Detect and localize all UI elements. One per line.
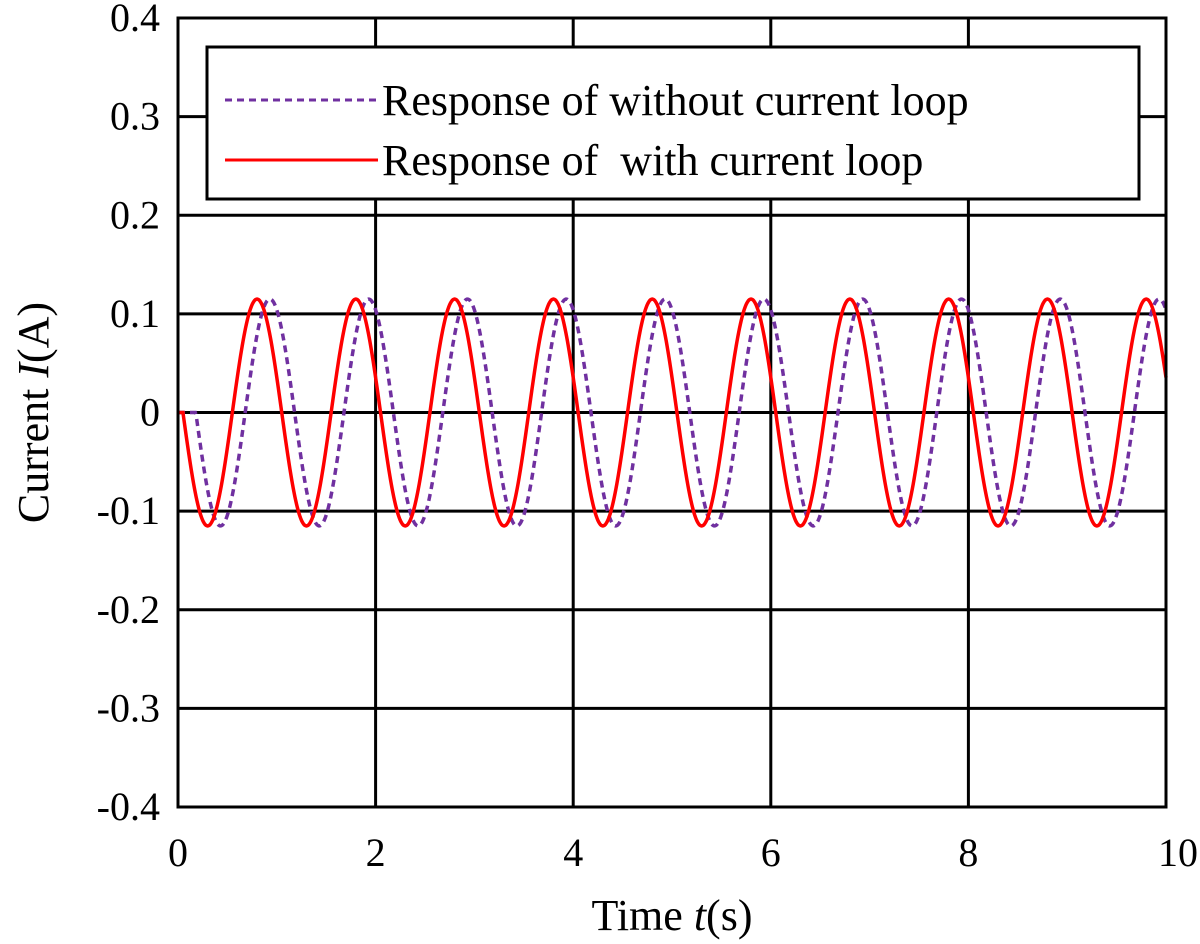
y-tick-label: -0.3 — [97, 685, 160, 730]
x-axis-label: Time t(s) — [592, 891, 753, 940]
y-axis-label: Current I(A) — [9, 302, 58, 523]
y-tick-label: -0.4 — [97, 784, 160, 829]
y-tick-label: 0.4 — [110, 0, 160, 40]
x-tick-label: 6 — [761, 830, 781, 875]
y-tick-label: 0.2 — [110, 192, 160, 237]
series-line-without-current-loop — [178, 297, 1168, 528]
y-tick-label: 0 — [140, 390, 160, 435]
legend-label-without-current-loop: Response of without current loop — [382, 76, 969, 125]
legend: Response of without current loop Respons… — [205, 45, 1141, 201]
y-tick-label: -0.2 — [97, 587, 160, 632]
x-tick-label: 10 — [1158, 830, 1198, 875]
x-tick-labels: 0 2 4 6 8 10 — [168, 830, 1198, 875]
y-tick-labels: 0.4 0.3 0.2 0.1 0 -0.1 -0.2 -0.3 -0.4 — [97, 0, 160, 829]
y-tick-label: -0.1 — [97, 488, 160, 533]
plot-frame — [176, 16, 1168, 809]
legend-label-with-current-loop: Response of with current loop — [382, 136, 923, 185]
legend-box — [205, 45, 1141, 201]
series-line-with-current-loop — [178, 297, 1168, 528]
x-tick-label: 2 — [366, 830, 386, 875]
x-tick-label: 0 — [168, 830, 188, 875]
x-tick-label: 8 — [958, 830, 978, 875]
x-tick-label: 4 — [563, 830, 583, 875]
y-tick-label: 0.1 — [110, 291, 160, 336]
series-layer — [178, 297, 1168, 528]
y-tick-label: 0.3 — [110, 94, 160, 139]
